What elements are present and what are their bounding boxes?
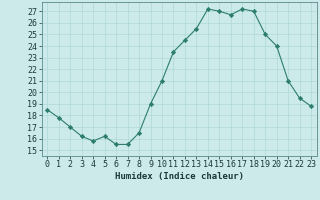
X-axis label: Humidex (Indice chaleur): Humidex (Indice chaleur) bbox=[115, 172, 244, 181]
